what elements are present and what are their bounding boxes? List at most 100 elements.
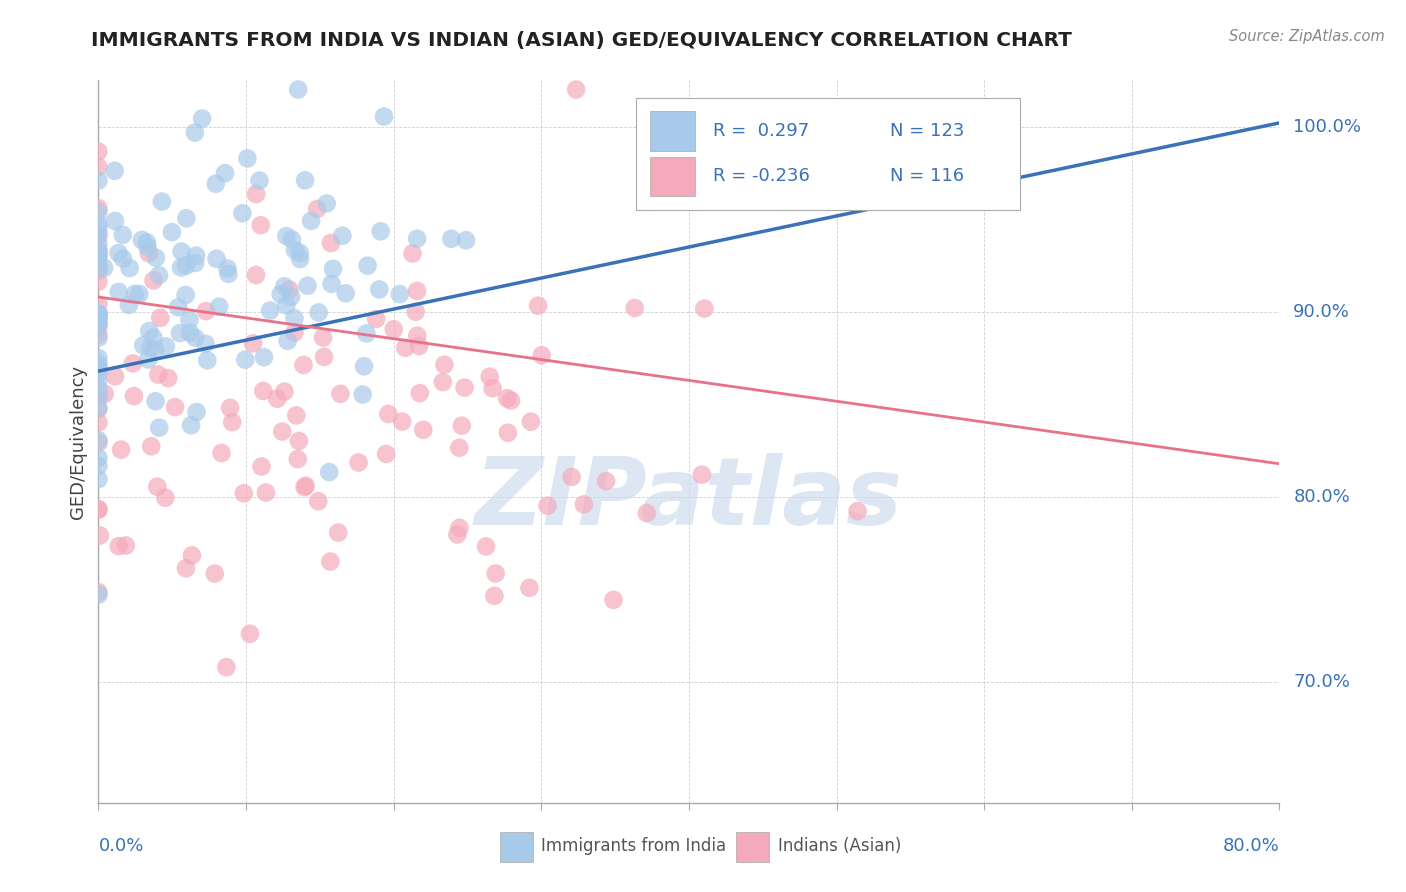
Point bbox=[131, 233, 153, 247]
Text: Immigrants from India: Immigrants from India bbox=[541, 838, 727, 855]
Point bbox=[636, 506, 658, 520]
Point bbox=[149, 310, 172, 325]
Point bbox=[87, 204, 110, 219]
Point bbox=[318, 465, 340, 479]
Point bbox=[87, 361, 110, 376]
Point bbox=[121, 356, 143, 370]
Point bbox=[288, 252, 311, 266]
Point bbox=[299, 214, 322, 228]
Point bbox=[217, 261, 239, 276]
Point bbox=[496, 392, 519, 406]
Point bbox=[176, 211, 198, 226]
Point bbox=[214, 166, 236, 180]
Text: 100.0%: 100.0% bbox=[1294, 118, 1361, 136]
Text: 80.0%: 80.0% bbox=[1223, 838, 1279, 855]
Point bbox=[141, 439, 163, 453]
Point bbox=[253, 350, 276, 364]
Point bbox=[111, 227, 134, 242]
Point bbox=[139, 341, 162, 355]
Point bbox=[561, 470, 583, 484]
Point bbox=[104, 369, 127, 384]
Point bbox=[167, 301, 190, 315]
Point bbox=[205, 252, 228, 266]
Point bbox=[107, 246, 129, 260]
Point bbox=[87, 247, 110, 261]
Point bbox=[394, 341, 416, 355]
Point bbox=[388, 287, 411, 301]
Point bbox=[87, 306, 110, 320]
Point bbox=[155, 339, 177, 353]
Point bbox=[215, 660, 238, 674]
Point bbox=[536, 499, 558, 513]
Text: R = -0.236: R = -0.236 bbox=[713, 168, 810, 186]
FancyBboxPatch shape bbox=[650, 111, 695, 151]
Point bbox=[87, 373, 110, 387]
Point bbox=[315, 196, 337, 211]
Point bbox=[146, 480, 169, 494]
Point bbox=[446, 527, 468, 541]
Point bbox=[211, 446, 233, 460]
Point bbox=[519, 581, 541, 595]
Point bbox=[370, 224, 392, 238]
Point bbox=[87, 236, 110, 251]
Point bbox=[595, 474, 617, 488]
Point bbox=[204, 566, 226, 581]
Point bbox=[155, 491, 177, 505]
Point bbox=[328, 525, 350, 540]
Point bbox=[93, 260, 115, 275]
Point bbox=[245, 268, 267, 282]
Point bbox=[245, 187, 267, 202]
Point bbox=[520, 415, 543, 429]
Point bbox=[87, 458, 110, 473]
Point bbox=[87, 357, 110, 371]
Point bbox=[114, 539, 136, 553]
Point bbox=[87, 416, 110, 430]
Point bbox=[233, 352, 256, 367]
Point bbox=[174, 288, 197, 302]
Point bbox=[174, 259, 197, 273]
Point bbox=[87, 331, 110, 345]
Point bbox=[143, 343, 166, 357]
Point bbox=[278, 283, 301, 297]
Point bbox=[87, 275, 110, 289]
Point bbox=[501, 393, 523, 408]
Point bbox=[239, 627, 262, 641]
Point bbox=[219, 401, 242, 415]
Point bbox=[405, 304, 427, 318]
Point bbox=[111, 252, 134, 266]
Point bbox=[87, 229, 110, 244]
Point bbox=[285, 409, 308, 423]
Point bbox=[87, 252, 110, 267]
Point bbox=[322, 261, 344, 276]
Point bbox=[288, 246, 311, 260]
Point bbox=[128, 287, 150, 301]
Point bbox=[204, 177, 226, 191]
Point bbox=[249, 173, 271, 187]
Point bbox=[87, 260, 110, 275]
Point bbox=[276, 298, 298, 312]
Point bbox=[377, 407, 399, 421]
Point bbox=[449, 441, 471, 455]
Point bbox=[136, 352, 159, 367]
Point bbox=[179, 313, 201, 327]
Point bbox=[319, 555, 342, 569]
Point bbox=[284, 243, 307, 257]
Point bbox=[232, 486, 254, 500]
Point bbox=[294, 480, 316, 494]
Point bbox=[391, 415, 413, 429]
Point bbox=[87, 244, 110, 258]
Point bbox=[382, 322, 405, 336]
Point bbox=[693, 301, 716, 316]
Point bbox=[87, 316, 110, 330]
Point bbox=[186, 405, 208, 419]
Point bbox=[87, 450, 110, 465]
Text: N = 116: N = 116 bbox=[890, 168, 965, 186]
Point bbox=[104, 163, 127, 178]
Point bbox=[87, 145, 110, 159]
Text: ZIPatlas: ZIPatlas bbox=[475, 453, 903, 545]
Point bbox=[110, 442, 132, 457]
Point bbox=[484, 589, 506, 603]
Point bbox=[280, 290, 302, 304]
FancyBboxPatch shape bbox=[737, 831, 769, 862]
Point bbox=[87, 327, 110, 342]
